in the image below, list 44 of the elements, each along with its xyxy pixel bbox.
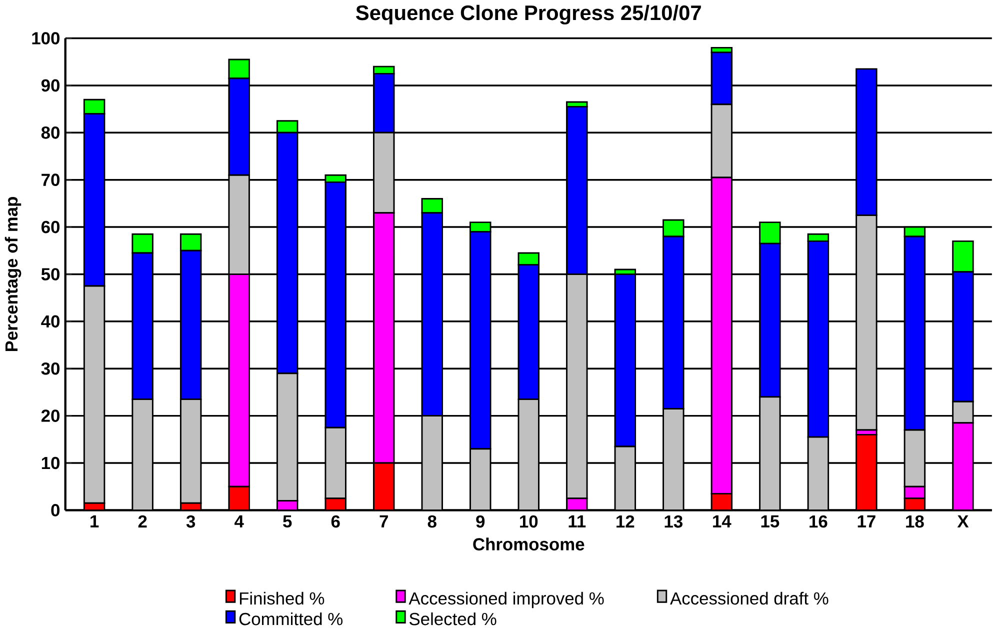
- legend-label: Accessioned draft %: [670, 592, 828, 605]
- x-tick-label: 16: [810, 515, 828, 528]
- x-tick-label: 11: [568, 515, 586, 528]
- x-tick-label: 4: [234, 515, 244, 528]
- legend-label: Selected %: [410, 612, 496, 626]
- y-tick-label: 100: [32, 32, 60, 44]
- y-tick-label: 60: [41, 220, 60, 234]
- x-tick-label: 7: [380, 515, 388, 528]
- x-tick-label: 18: [906, 515, 924, 528]
- y-tick-label: 90: [41, 79, 60, 92]
- y-tick-label: 10: [42, 456, 60, 470]
- x-tick-label: 8: [428, 515, 436, 528]
- bar: [372, 212, 395, 464]
- chart-title: Sequence Clone Progress 25/10/07: [356, 4, 701, 24]
- bar: [710, 176, 733, 494]
- legend-label: Committed %: [239, 612, 343, 626]
- y-tick-label: 70: [42, 174, 60, 186]
- x-tick-label: X: [957, 515, 969, 528]
- x-tick-label: 9: [476, 515, 485, 528]
- bar: [952, 422, 974, 510]
- x-tick-label: 13: [664, 515, 682, 528]
- legend-label: Finished %: [240, 592, 324, 605]
- x-tick-label: 15: [761, 515, 780, 528]
- x-tick-label: 10: [520, 515, 538, 528]
- legend-label: Accessioned improved %: [408, 592, 604, 608]
- bar: [372, 462, 395, 510]
- y-tick-label: 30: [41, 362, 60, 375]
- x-tick-label: 2: [138, 515, 147, 528]
- y-axis-title: Percentage of map: [4, 196, 22, 352]
- y-tick-label: 50: [41, 268, 60, 280]
- x-tick-label: 17: [858, 515, 876, 528]
- x-tick-label: 14: [713, 515, 732, 528]
- x-tick-label: 5: [283, 515, 292, 528]
- y-tick-label: 40: [41, 315, 60, 328]
- x-tick-label: 12: [616, 515, 634, 528]
- bar: [856, 434, 878, 510]
- bar: [228, 273, 250, 488]
- y-tick-label: 20: [41, 410, 60, 422]
- x-axis-title: Chromosome: [473, 538, 584, 550]
- x-tick-label: 1: [90, 515, 99, 528]
- x-tick-label: 6: [331, 515, 340, 528]
- y-tick-label: 80: [41, 126, 60, 139]
- y-tick-label: 0: [51, 504, 60, 516]
- x-tick-label: 3: [186, 515, 196, 528]
